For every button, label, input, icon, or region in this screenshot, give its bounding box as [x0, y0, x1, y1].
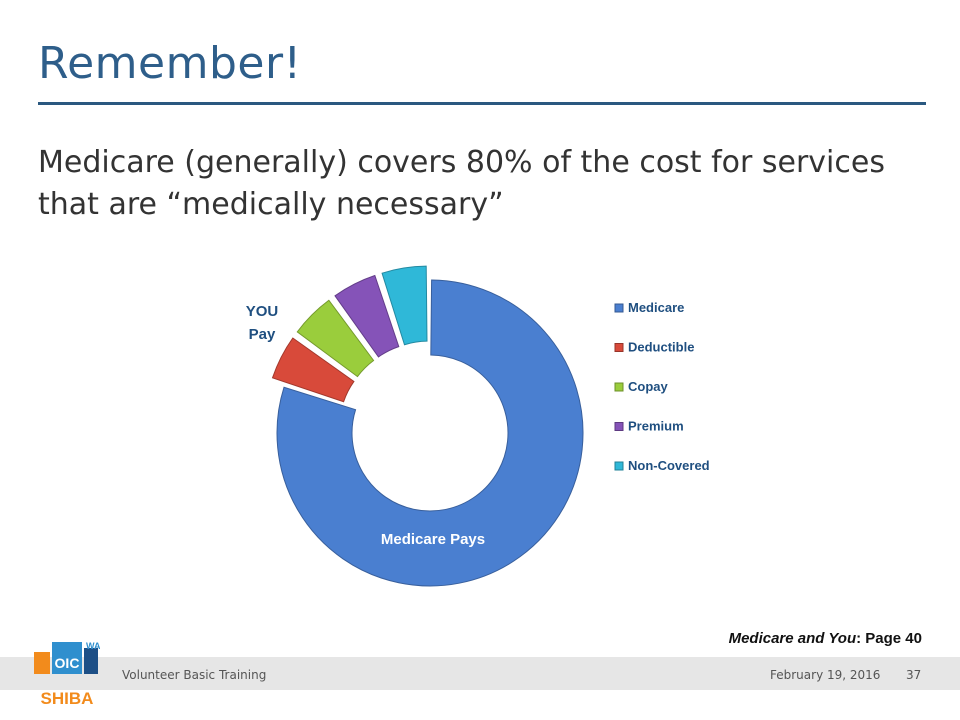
legend-swatch-non-covered [614, 461, 624, 471]
annotation-you-pay-line2: Pay [249, 326, 276, 343]
footer-date: February 19, 2016 [770, 668, 881, 682]
wa-oic-shiba-logo: WA OIC SHIBA [34, 641, 100, 708]
legend-swatch-copay [614, 382, 624, 392]
slice-premium [334, 274, 400, 358]
footer-course-name: Volunteer Basic Training [122, 668, 267, 682]
legend-label-copay: Copay [628, 379, 669, 394]
legend-label-non-covered: Non-Covered [628, 458, 710, 473]
legend-swatch-medicare [614, 303, 624, 313]
donut-chart: Medicare Deductible Copay Premium Non-Covere… [246, 265, 710, 587]
legend-swatch-premium [614, 422, 624, 431]
legend-label-premium: Premium [628, 419, 684, 434]
footer-bar [0, 657, 960, 690]
reference-page: : Page 40 [856, 630, 922, 647]
chart-legend: Medicare Deductible Copay Premium Non-Covere… [614, 300, 710, 473]
reference-title: Medicare and You [728, 630, 857, 647]
slice-non-covered [381, 265, 428, 346]
legend-swatch-deductible [614, 343, 624, 352]
legend-label-medicare: Medicare [628, 300, 684, 315]
svg-text:WA: WA [86, 641, 100, 651]
title-divider [38, 102, 926, 105]
svg-text:OIC: OIC [55, 655, 80, 671]
slice-copay [296, 299, 375, 378]
reference-citation: Medicare and You: Page 40 [729, 630, 922, 647]
legend-label-deductible: Deductible [628, 340, 694, 355]
chart-slices [271, 265, 584, 587]
slice-medicare [276, 279, 584, 587]
slice-deductible [271, 337, 355, 403]
slide-body-text: Medicare (generally) covers 80% of the c… [38, 145, 885, 222]
annotation-medicare-pays: Medicare Pays [381, 531, 485, 548]
svg-text:SHIBA: SHIBA [41, 689, 94, 708]
slide-title: Remember! [38, 38, 302, 89]
footer-page-number: 37 [906, 668, 922, 682]
annotation-you-pay-line1: YOU [246, 303, 279, 320]
